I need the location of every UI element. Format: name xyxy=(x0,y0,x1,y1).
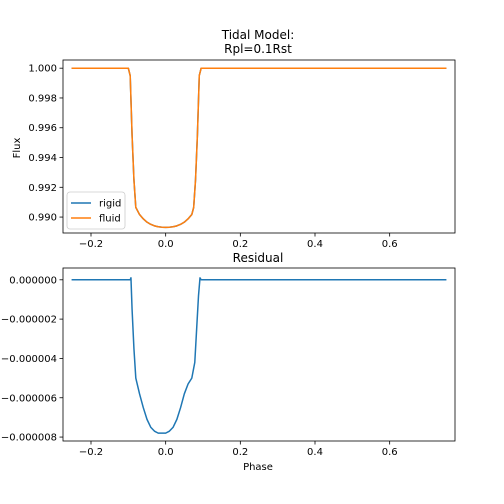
flux-y-tick-label: 0.990 xyxy=(28,213,57,224)
residual-axes-frame xyxy=(62,267,456,442)
residual-x-tick-label: 0.0 xyxy=(158,447,174,458)
flux-y-tick-label: 0.996 xyxy=(28,123,57,134)
residual-panel: Residual Phase −0.2 0.0 0.2 0.4 0.60.000000−… xyxy=(1,251,456,473)
residual-y-tick-label: −0.000002 xyxy=(1,315,57,326)
residual-y-tick-label: 0.000000 xyxy=(9,275,57,286)
flux-series-line-fluid xyxy=(71,67,447,229)
flux-x-tick-label: 0.4 xyxy=(307,239,323,250)
residual-title: Residual xyxy=(233,251,284,265)
flux-y-tick-label: 1.000 xyxy=(28,64,57,75)
legend-label-rigid: rigid xyxy=(99,199,121,210)
residual-y-tick-label: −0.000008 xyxy=(1,433,57,444)
flux-x-tick-label: −0.2 xyxy=(79,239,103,250)
flux-title-line-1: Tidal Model: xyxy=(221,28,295,42)
flux-y-axis-label: Flux xyxy=(12,138,23,159)
residual-x-tick-label: 0.6 xyxy=(382,447,398,458)
flux-series-lines xyxy=(71,67,447,229)
flux-panel: Tidal Model: Rpl=0.1Rst Flux −0.2 0.0 0.2 0… xyxy=(12,28,456,250)
residual-series-line-0 xyxy=(71,277,447,434)
phase-x-axis-label: Phase xyxy=(243,462,273,473)
flux-y-tick-label: 0.998 xyxy=(28,93,57,104)
flux-title-line-2: Rpl=0.1Rst xyxy=(224,42,292,56)
residual-series-lines xyxy=(71,277,447,434)
legend-box xyxy=(66,191,126,230)
flux-series-line-rigid xyxy=(71,67,447,229)
residual-y-tick-label: −0.000006 xyxy=(1,393,57,404)
flux-axes-frame xyxy=(62,59,456,234)
residual-x-tick-label: 0.4 xyxy=(307,447,323,458)
flux-x-tick-label: 0.0 xyxy=(158,239,174,250)
flux-ticks: −0.2 0.0 0.2 0.4 0.6 0.990 0.992 0.994 0.996 0.99… xyxy=(28,64,397,250)
residual-x-tick-label: −0.2 xyxy=(79,447,103,458)
flux-x-tick-label: 0.6 xyxy=(382,239,398,250)
flux-legend: rigid fluid xyxy=(66,191,126,230)
flux-x-tick-label: 0.2 xyxy=(232,239,248,250)
flux-y-tick-label: 0.992 xyxy=(28,183,57,194)
residual-y-tick-label: −0.000004 xyxy=(1,354,57,365)
residual-x-tick-label: 0.2 xyxy=(232,447,248,458)
residual-ticks: −0.2 0.0 0.2 0.4 0.6 0.000000 −0.000002 −0.0000… xyxy=(1,275,398,458)
flux-y-tick-label: 0.994 xyxy=(28,153,57,164)
legend-label-fluid: fluid xyxy=(99,214,121,225)
